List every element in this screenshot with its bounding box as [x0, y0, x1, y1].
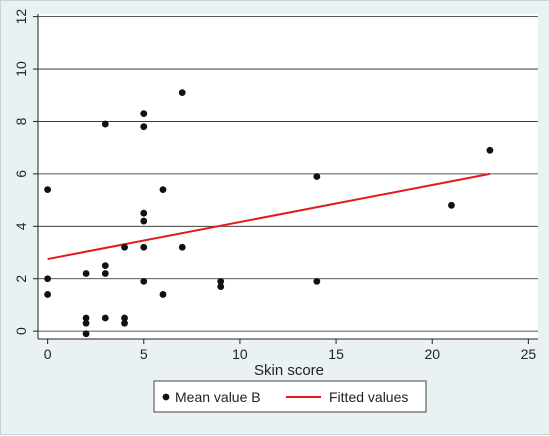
x-axis-title: Skin score: [254, 362, 324, 379]
y-tick-label: 2: [13, 275, 29, 283]
legend: Mean value B Fitted values: [153, 380, 427, 413]
data-point: [82, 270, 90, 277]
data-point: [121, 314, 128, 322]
data-point: [82, 319, 90, 327]
data-point: [44, 275, 52, 283]
data-point: [217, 277, 225, 285]
legend-label-fitted-values: Fitted values: [329, 389, 408, 405]
data-point: [313, 173, 321, 180]
data-point: [121, 319, 128, 327]
data-point: [140, 243, 148, 251]
plot-area: [38, 14, 538, 339]
x-tick-label: 25: [521, 346, 537, 362]
data-point: [486, 146, 494, 154]
data-point: [140, 123, 148, 131]
data-point: [82, 314, 90, 322]
x-tick-label: 20: [424, 346, 440, 362]
data-point: [44, 291, 52, 298]
data-point: [44, 186, 52, 194]
x-axis-ticks: 0 5 10 15 20 25: [44, 339, 537, 362]
data-point: [140, 110, 148, 117]
y-tick-label: 6: [13, 170, 29, 178]
data-point: [121, 243, 128, 251]
y-axis-ticks: 0 2 4 6 8 10 12: [13, 9, 38, 335]
x-tick-label: 10: [232, 346, 248, 362]
legend-label-mean-value-b: Mean value B: [175, 389, 261, 405]
data-point: [101, 314, 109, 322]
y-tick-label: 10: [13, 61, 29, 77]
fitted-values-layer: [47, 172, 491, 261]
x-tick-label: 0: [44, 346, 52, 362]
data-point: [101, 262, 109, 270]
data-point: [140, 217, 148, 225]
x-tick-label: 15: [328, 346, 344, 362]
data-point: [140, 277, 148, 285]
scatter-points-layer: [44, 89, 494, 338]
data-point: [159, 186, 167, 194]
data-point: [82, 330, 90, 338]
y-tick-label: 12: [13, 9, 29, 25]
grid-lines: [38, 16, 538, 332]
data-point: [448, 201, 455, 209]
fitted-values-line: [47, 172, 491, 261]
data-point: [217, 283, 225, 290]
y-tick-label: 4: [13, 222, 29, 230]
data-point: [178, 89, 186, 97]
data-point: [140, 209, 148, 217]
data-point: [159, 291, 167, 298]
data-point: [178, 243, 186, 251]
y-tick-label: 8: [13, 117, 29, 125]
legend-marker-mean-value-b: [162, 393, 170, 401]
data-point: [313, 277, 321, 285]
data-point: [101, 270, 109, 277]
y-tick-label: 0: [13, 327, 29, 335]
data-point: [101, 120, 109, 128]
x-tick-label: 5: [140, 346, 148, 362]
